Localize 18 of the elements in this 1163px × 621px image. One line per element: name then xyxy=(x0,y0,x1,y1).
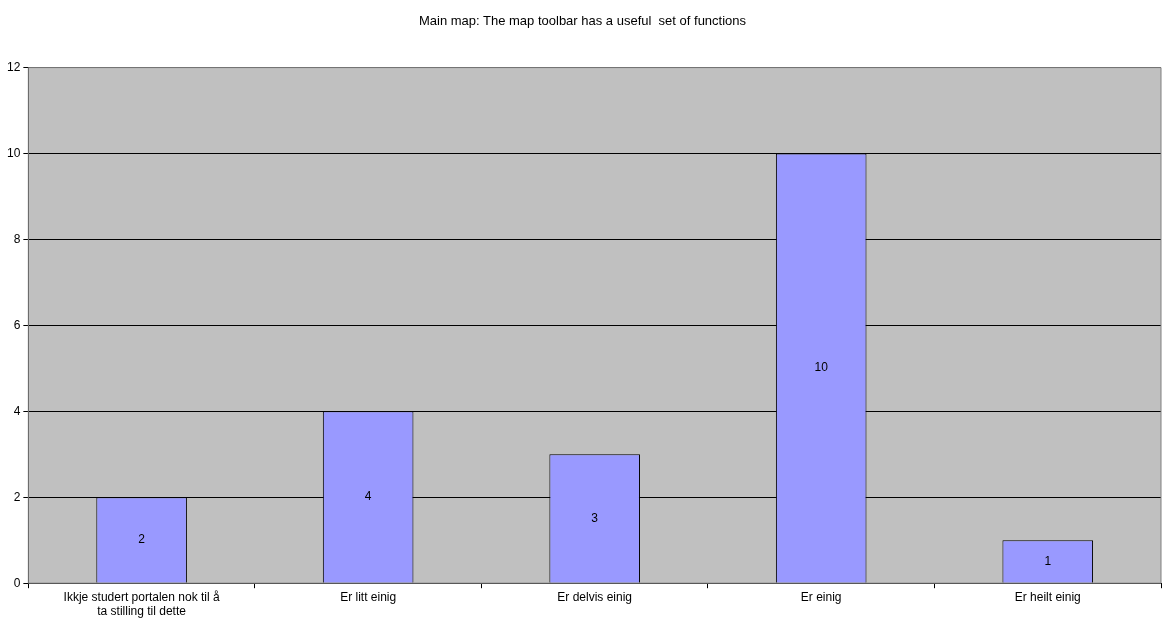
x-tick-label: Er heilt einig xyxy=(1014,589,1081,604)
y-tick-label: 12 xyxy=(6,59,21,74)
data-label: 4 xyxy=(364,489,372,504)
x-tick-label: Ikkje studert portalen nok til å ta stilling til dette xyxy=(63,589,220,619)
y-tick-label: 4 xyxy=(13,403,21,418)
x-tick-label: Er einig xyxy=(800,589,842,604)
data-label: 1 xyxy=(1044,553,1052,568)
data-label: 10 xyxy=(814,360,829,375)
y-tick-label: 8 xyxy=(13,231,21,246)
y-tick-label: 10 xyxy=(6,145,21,160)
chart-title: Main map: The map toolbar has a useful set of functions xyxy=(418,13,747,29)
y-tick-label: 6 xyxy=(13,317,21,332)
y-tick-label: 0 xyxy=(13,575,21,590)
data-label: 3 xyxy=(591,510,599,525)
data-label: 2 xyxy=(138,532,146,547)
x-tick-label: Er litt einig xyxy=(340,589,397,604)
x-tick-label: Er delvis einig xyxy=(557,589,633,604)
y-tick-label: 2 xyxy=(13,489,21,504)
